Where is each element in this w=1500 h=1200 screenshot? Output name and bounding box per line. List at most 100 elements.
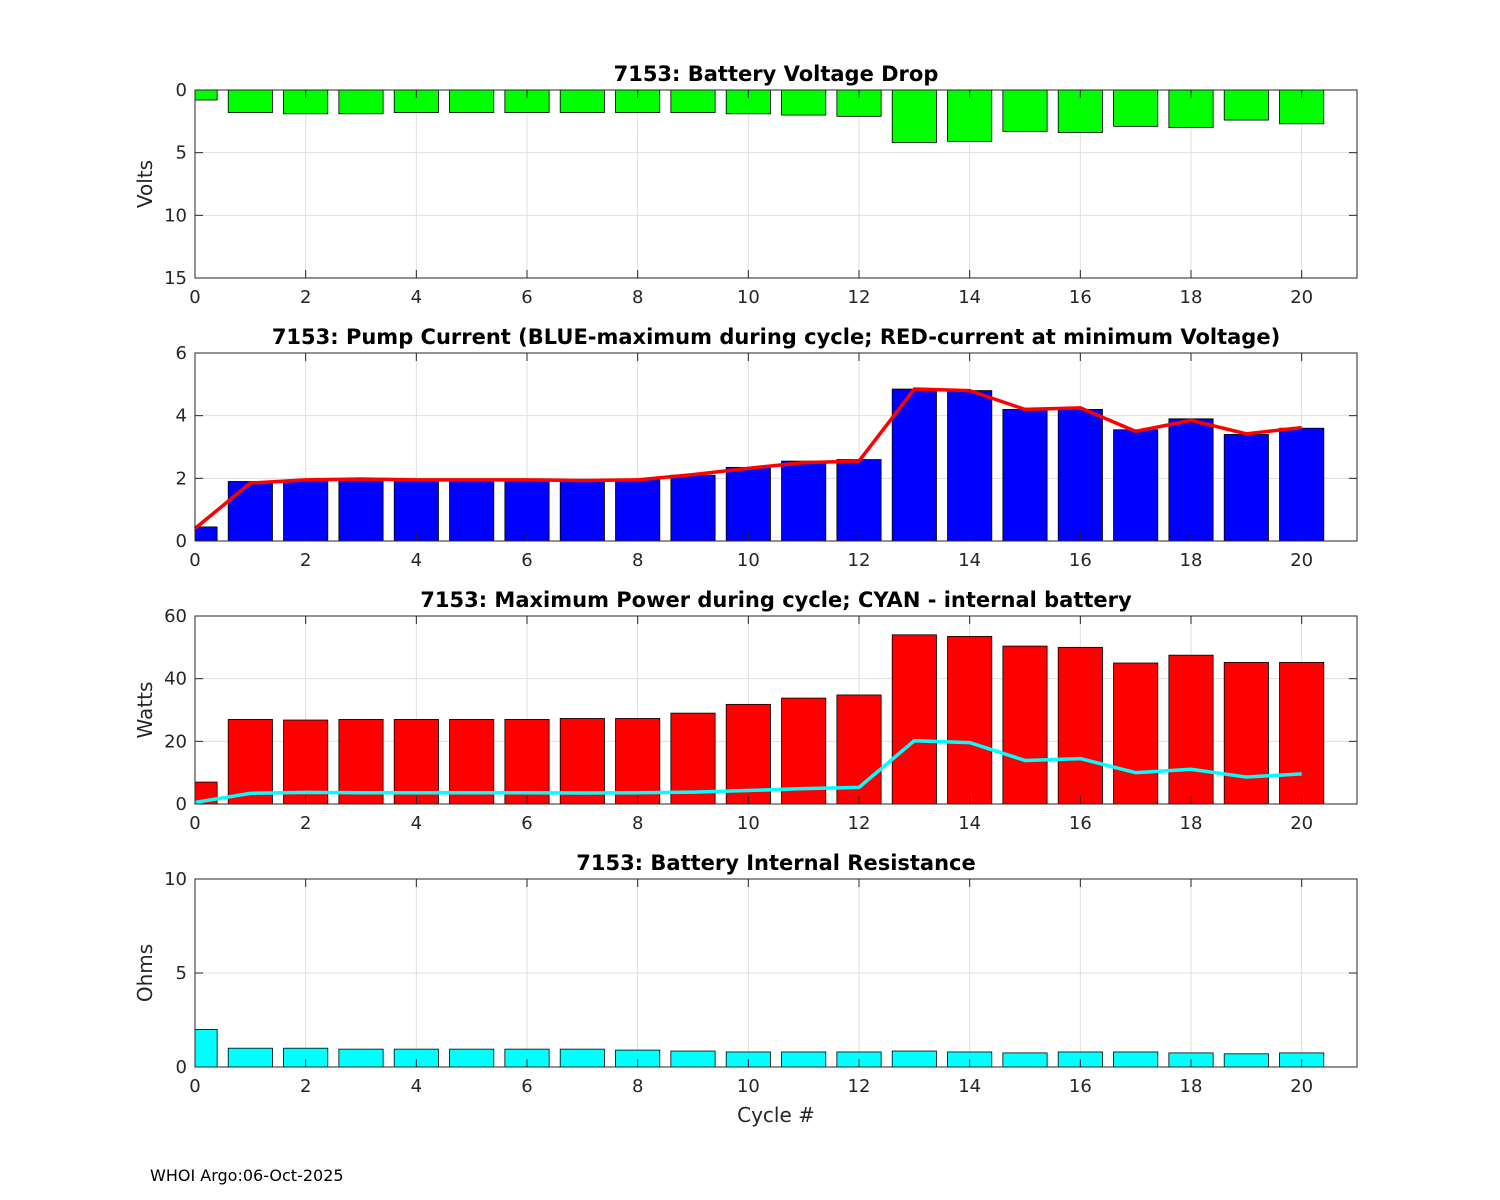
bar-cycle-11 (781, 697, 827, 804)
bar-cycle-9 (670, 712, 716, 804)
bar-cycle-11 (781, 90, 827, 116)
x-tick-label: 20 (1290, 287, 1313, 308)
x-tick-label: 16 (1069, 550, 1092, 571)
bar-cycle-7 (559, 479, 605, 541)
bar-cycle-18 (1168, 418, 1214, 541)
y-tick-label: 0 (176, 1057, 187, 1078)
bar-cycle-4 (393, 90, 439, 113)
x-tick-label: 10 (737, 1076, 760, 1097)
bar-cycle-1 (227, 719, 273, 804)
plot-area (195, 353, 1357, 541)
x-tick-label: 0 (189, 1076, 200, 1097)
bar-cycle-3 (338, 719, 384, 804)
y-tick-label: 5 (176, 963, 187, 984)
bar-cycle-15 (1002, 408, 1048, 541)
bar-cycle-18 (1168, 654, 1214, 804)
y-tick-label: 0 (176, 531, 187, 552)
y-tick-label: 10 (164, 205, 187, 226)
bar-cycle-7 (559, 718, 605, 804)
y-tick-label: 0 (176, 794, 187, 815)
x-tick-label: 14 (958, 287, 981, 308)
bar-cycle-2 (283, 479, 329, 541)
bar-series (195, 1029, 1325, 1067)
x-tick-label: 6 (521, 813, 532, 834)
x-axis-label: Cycle # (737, 1103, 815, 1127)
chart-panel-4: 0 2 4 6 8 10 12 14 16 18 20 0 5 10 7153: Battery Inter… (133, 851, 1358, 1127)
bar-cycle-7 (559, 90, 605, 113)
bar-cycle-20 (1279, 427, 1325, 541)
bar-cycle-20 (1279, 661, 1325, 804)
x-tick-label: 18 (1180, 1076, 1203, 1097)
line-series (193, 387, 1302, 530)
y-axis-label: Volts (133, 160, 157, 208)
bar-cycle-10 (725, 703, 771, 804)
x-tick-label: 0 (189, 287, 200, 308)
bar-cycle-8 (615, 90, 661, 113)
bar-cycle-19 (1223, 661, 1269, 804)
bar-cycle-14 (947, 390, 993, 541)
x-tick-label: 2 (300, 813, 311, 834)
bar-cycle-1 (227, 90, 273, 113)
bar-cycle-11 (781, 1051, 827, 1067)
bar-series (195, 90, 1325, 144)
bar-cycle-4 (393, 719, 439, 804)
bar-cycle-3 (338, 90, 384, 115)
x-tick-label: 18 (1180, 813, 1203, 834)
chart-panel-1: 0 2 4 6 8 10 12 14 16 18 20 0 5 10 15 7153: Battery Vol… (133, 62, 1358, 308)
chart-panel-3: 0 2 4 6 8 10 12 14 16 18 20 0 20 40 60 7153: Maximum Po… (133, 588, 1358, 834)
bar-cycle-13 (891, 1050, 937, 1067)
chart-title: 7153: Pump Current (BLUE-maximum during … (272, 325, 1280, 349)
x-tick-label: 2 (300, 550, 311, 571)
x-tick-label: 6 (521, 287, 532, 308)
axes-frame (194, 89, 1358, 279)
bar-cycle-8 (615, 718, 661, 804)
y-tick-label: 0 (176, 80, 187, 101)
bar-cycle-5 (449, 90, 495, 113)
bar-cycle-17 (1113, 662, 1159, 804)
chart-panel-2: 0 2 4 6 8 10 12 14 16 18 20 0 2 4 6 7153: Pump Current … (176, 325, 1358, 571)
x-tick-label: 18 (1180, 287, 1203, 308)
x-tick-label: 10 (737, 813, 760, 834)
x-tick-label: 18 (1180, 550, 1203, 571)
x-tick-label: 12 (848, 813, 871, 834)
bar-cycle-15 (1002, 90, 1048, 132)
bar-cycle-5 (449, 719, 495, 804)
x-tick-label: 12 (848, 1076, 871, 1097)
bar-cycle-1 (227, 1047, 273, 1067)
y-tick-label: 2 (176, 468, 187, 489)
x-tick-label: 8 (632, 550, 643, 571)
chart-title: 7153: Battery Voltage Drop (614, 62, 939, 86)
y-tick-label: 20 (164, 731, 187, 752)
bar-cycle-4 (393, 1048, 439, 1067)
x-tick-label: 20 (1290, 813, 1313, 834)
bar-cycle-15 (1002, 645, 1048, 804)
y-tick-label: 15 (164, 268, 187, 289)
bar-cycle-9 (670, 474, 716, 541)
x-tick-label: 20 (1290, 550, 1313, 571)
x-tick-label: 4 (411, 287, 422, 308)
bar-series (195, 388, 1325, 541)
bar-cycle-4 (393, 479, 439, 541)
bar-cycle-10 (725, 90, 771, 115)
bar-cycle-13 (891, 90, 937, 144)
bar-cycle-10 (725, 466, 771, 541)
bar-cycle-19 (1223, 90, 1269, 121)
x-tick-label: 16 (1069, 1076, 1092, 1097)
bar-cycle-17 (1113, 1051, 1159, 1067)
bar-cycle-2 (283, 90, 329, 115)
chart-title: 7153: Battery Internal Resistance (576, 851, 976, 875)
x-tick-label: 12 (848, 287, 871, 308)
bar-cycle-16 (1057, 646, 1103, 804)
x-tick-label: 14 (958, 1076, 981, 1097)
bar-cycle-5 (449, 1048, 495, 1067)
y-tick-label: 5 (176, 143, 187, 164)
x-tick-label: 2 (300, 1076, 311, 1097)
bar-cycle-9 (670, 90, 716, 113)
bar-cycle-13 (891, 388, 937, 541)
bar-cycle-19 (1223, 1053, 1269, 1067)
x-tick-label: 14 (958, 813, 981, 834)
line-series (194, 738, 1302, 805)
x-tick-label: 12 (848, 550, 871, 571)
bar-cycle-7 (559, 1048, 605, 1067)
